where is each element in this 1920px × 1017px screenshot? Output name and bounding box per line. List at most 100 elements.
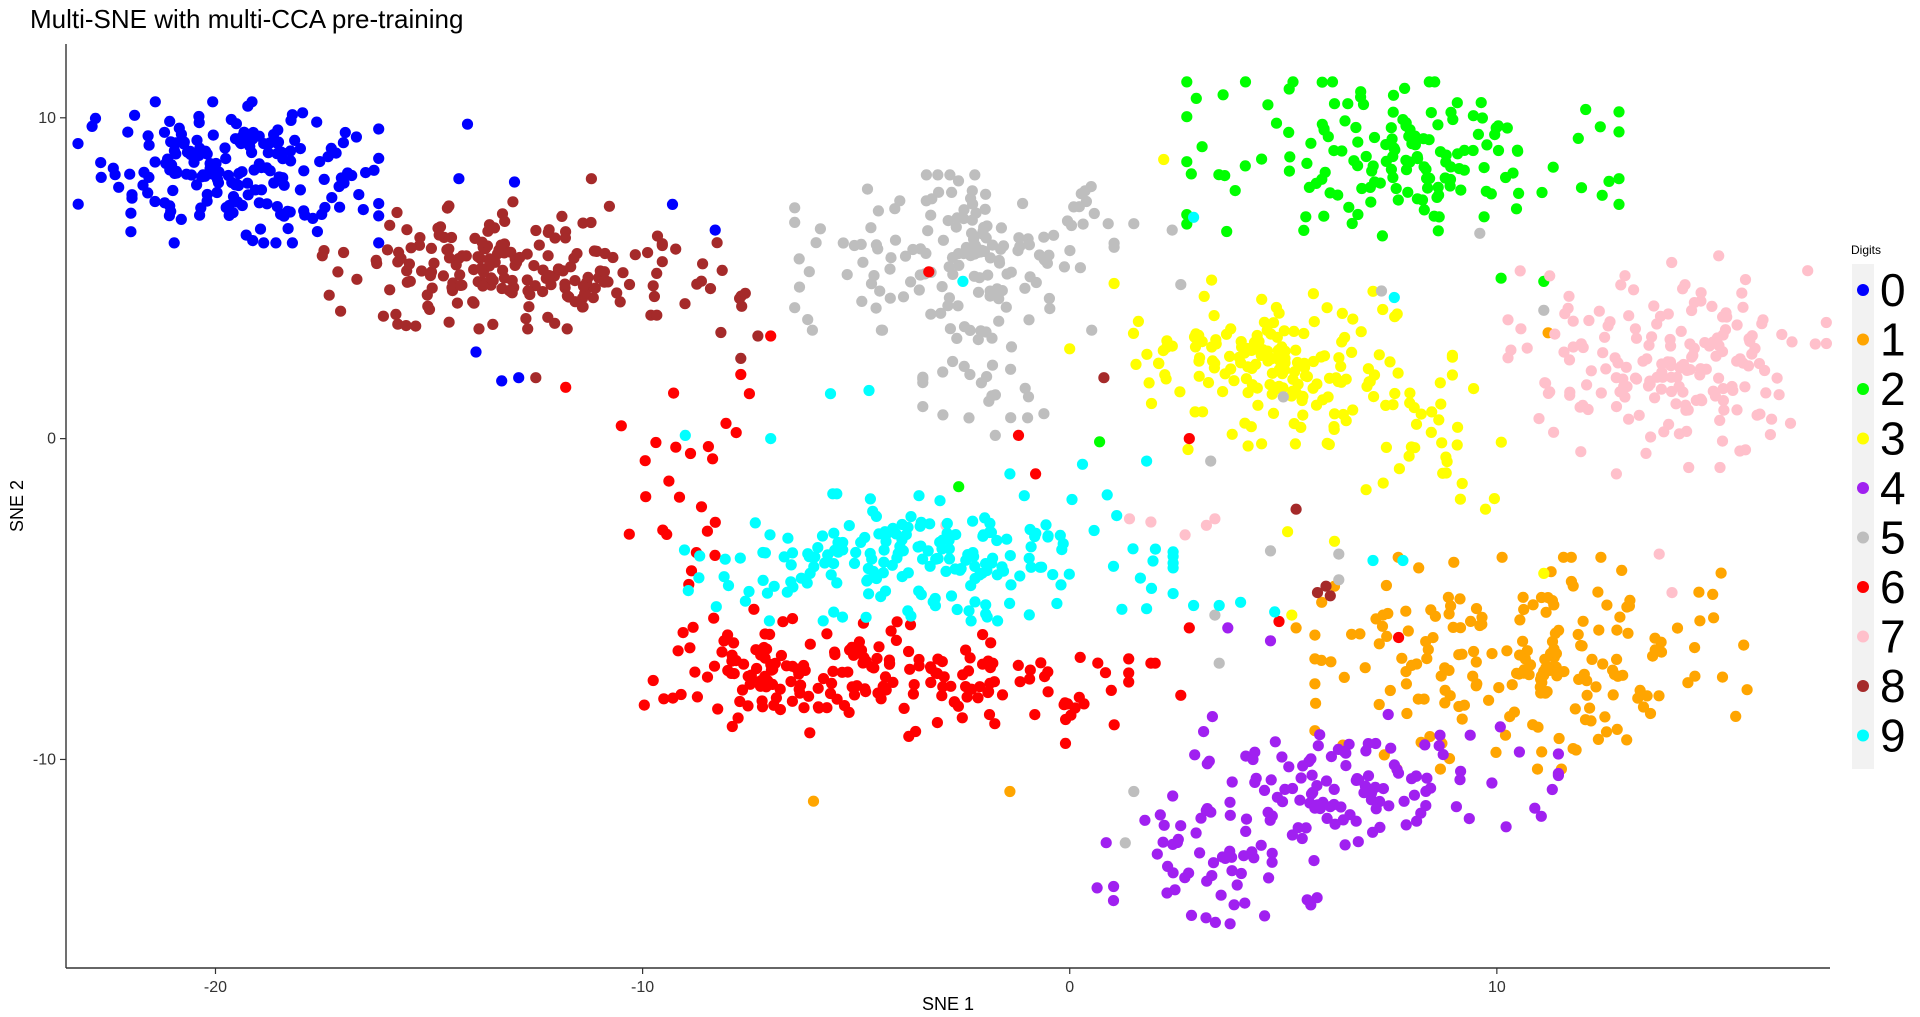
point-digit-3 <box>1239 417 1251 429</box>
point-digit-8 <box>614 296 626 308</box>
point-digit-2 <box>1613 126 1625 138</box>
point-digit-9 <box>804 567 816 580</box>
point-digit-9 <box>786 547 799 559</box>
point-digit-9 <box>1388 291 1400 304</box>
point-digit-3 <box>1261 324 1273 336</box>
point-digit-1 <box>1592 733 1604 746</box>
point-digit-6 <box>734 695 746 708</box>
point-digit-2 <box>1404 124 1416 136</box>
point-digit-3 <box>1286 609 1298 621</box>
point-digit-8 <box>598 276 611 288</box>
point-digit-6 <box>764 628 776 641</box>
point-digit-6 <box>868 662 880 674</box>
point-digit-9 <box>848 557 861 570</box>
point-digit-0 <box>233 167 245 180</box>
point-digit-0 <box>149 156 161 168</box>
point-digit-0 <box>350 131 362 143</box>
point-digit-2 <box>1229 185 1241 197</box>
point-digit-7 <box>1567 315 1579 327</box>
point-digit-3 <box>1174 386 1186 398</box>
point-digit-7 <box>1666 256 1678 269</box>
point-digit-1 <box>1730 710 1742 723</box>
point-digit-6 <box>903 730 915 743</box>
point-digit-3 <box>1224 350 1236 362</box>
point-digit-3 <box>1240 373 1252 385</box>
point-digit-5 <box>917 401 929 413</box>
point-digit-4 <box>1276 751 1288 763</box>
point-digit-3 <box>1282 526 1294 538</box>
point-digit-6 <box>936 690 948 702</box>
point-digit-6 <box>1108 719 1120 731</box>
point-digit-7 <box>1773 389 1785 401</box>
point-digit-2 <box>1328 145 1340 157</box>
point-digit-2 <box>1613 173 1625 185</box>
point-digit-7 <box>1679 399 1692 411</box>
point-digit-5 <box>1022 412 1034 424</box>
point-digit-7 <box>1739 274 1752 286</box>
point-digit-6 <box>1042 686 1054 698</box>
point-digit-7 <box>1502 352 1514 364</box>
point-digit-6 <box>1029 709 1041 721</box>
point-digit-0 <box>173 122 185 134</box>
point-digit-7 <box>1716 435 1729 447</box>
point-digit-6 <box>695 501 708 513</box>
point-digit-8 <box>405 242 417 254</box>
point-digit-6 <box>1012 659 1024 672</box>
point-digit-8 <box>468 297 480 309</box>
point-digit-6 <box>898 702 910 715</box>
point-digit-0 <box>271 201 283 213</box>
point-digit-5 <box>1005 363 1017 375</box>
point-digit-3 <box>1210 334 1222 346</box>
point-digit-4 <box>1340 760 1352 772</box>
point-digit-5 <box>983 395 995 407</box>
point-digit-5 <box>991 288 1003 300</box>
point-digit-5 <box>968 270 980 282</box>
point-digit-1 <box>1427 632 1439 644</box>
point-digit-6 <box>891 616 903 628</box>
point-digit-5 <box>1264 545 1277 557</box>
point-digit-5 <box>963 412 975 424</box>
point-digit-9 <box>693 572 705 584</box>
point-digit-0 <box>278 210 290 222</box>
point-digit-7 <box>1742 360 1755 372</box>
point-digit-4 <box>1171 836 1183 849</box>
point-digit-0 <box>272 136 285 148</box>
point-digit-6 <box>937 681 949 693</box>
point-digit-1 <box>1376 620 1389 632</box>
point-digit-7 <box>1581 379 1593 391</box>
point-digit-9 <box>934 495 946 507</box>
point-digit-9 <box>864 547 876 560</box>
point-digit-8 <box>425 242 437 254</box>
y-tick-label: 10 <box>38 110 56 127</box>
point-digit-3 <box>1433 414 1445 426</box>
point-digit-6 <box>985 637 997 649</box>
point-digit-0 <box>373 210 385 222</box>
point-digit-1 <box>1396 652 1408 664</box>
point-digit-9 <box>828 527 840 539</box>
point-digit-6 <box>885 625 897 637</box>
point-digit-5 <box>1474 227 1486 239</box>
point-digit-1 <box>1694 615 1706 627</box>
point-digit-8 <box>421 289 433 301</box>
point-digit-2 <box>1181 156 1193 168</box>
point-digit-9 <box>734 552 746 564</box>
point-digit-0 <box>72 198 84 210</box>
point-digit-0 <box>270 237 282 249</box>
point-digit-8 <box>454 279 467 291</box>
point-digit-4 <box>1420 785 1432 798</box>
point-digit-6 <box>743 388 756 400</box>
point-digit-4 <box>1494 721 1506 733</box>
point-digit-5 <box>1022 391 1035 403</box>
point-digit-7 <box>1662 356 1674 368</box>
point-digit-7 <box>1690 394 1702 406</box>
point-digit-5 <box>979 203 991 215</box>
point-digit-1 <box>1592 586 1604 598</box>
point-digit-3 <box>1208 310 1220 322</box>
point-digit-0 <box>453 173 465 185</box>
point-digit-9 <box>1066 493 1078 506</box>
point-digit-3 <box>1296 394 1308 407</box>
point-digit-7 <box>1681 425 1693 437</box>
point-digit-6 <box>1042 666 1054 678</box>
point-digit-4 <box>1091 882 1103 894</box>
point-digit-5 <box>897 291 910 303</box>
